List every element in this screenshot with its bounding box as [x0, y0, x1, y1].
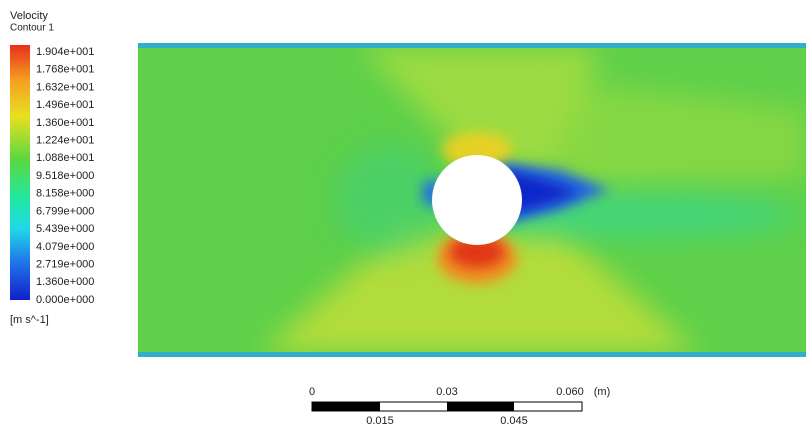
legend-level: 8.158e+000 — [36, 188, 94, 200]
legend-units: [m s^-1] — [10, 314, 49, 326]
legend-level: 5.439e+000 — [36, 223, 94, 235]
legend-levels: 1.904e+001 1.768e+001 1.632e+001 1.496e+001… — [36, 46, 94, 306]
legend-level: 1.632e+001 — [36, 81, 94, 93]
legend-level: 9.518e+000 — [36, 170, 94, 182]
legend-level: 1.360e+000 — [36, 276, 94, 288]
legend-level: 1.496e+001 — [36, 99, 94, 111]
legend-level: 1.904e+001 — [36, 46, 94, 58]
legend-level: 1.360e+001 — [36, 117, 94, 129]
legend-subtitle: Contour 1 — [10, 23, 54, 34]
legend-level: 1.088e+001 — [36, 152, 94, 164]
scale-unit: (m) — [594, 386, 611, 398]
legend-level: 1.224e+001 — [36, 134, 94, 146]
scale-label: 0.03 — [436, 386, 457, 398]
scale-label: 0.015 — [366, 415, 394, 427]
legend-level: 4.079e+000 — [36, 241, 94, 253]
legend-level: 2.719e+000 — [36, 258, 94, 270]
scale-label: 0.045 — [500, 415, 528, 427]
colorbar — [10, 45, 30, 300]
legend-level: 0.000e+000 — [36, 294, 94, 306]
scale-bar — [311, 401, 583, 412]
contour-field — [138, 43, 806, 357]
legend-title: Velocity — [10, 10, 48, 22]
scale-label: 0.060 — [556, 386, 584, 398]
scale-label: 0 — [309, 386, 315, 398]
legend-level: 1.768e+001 — [36, 64, 94, 76]
legend-level: 6.799e+000 — [36, 205, 94, 217]
